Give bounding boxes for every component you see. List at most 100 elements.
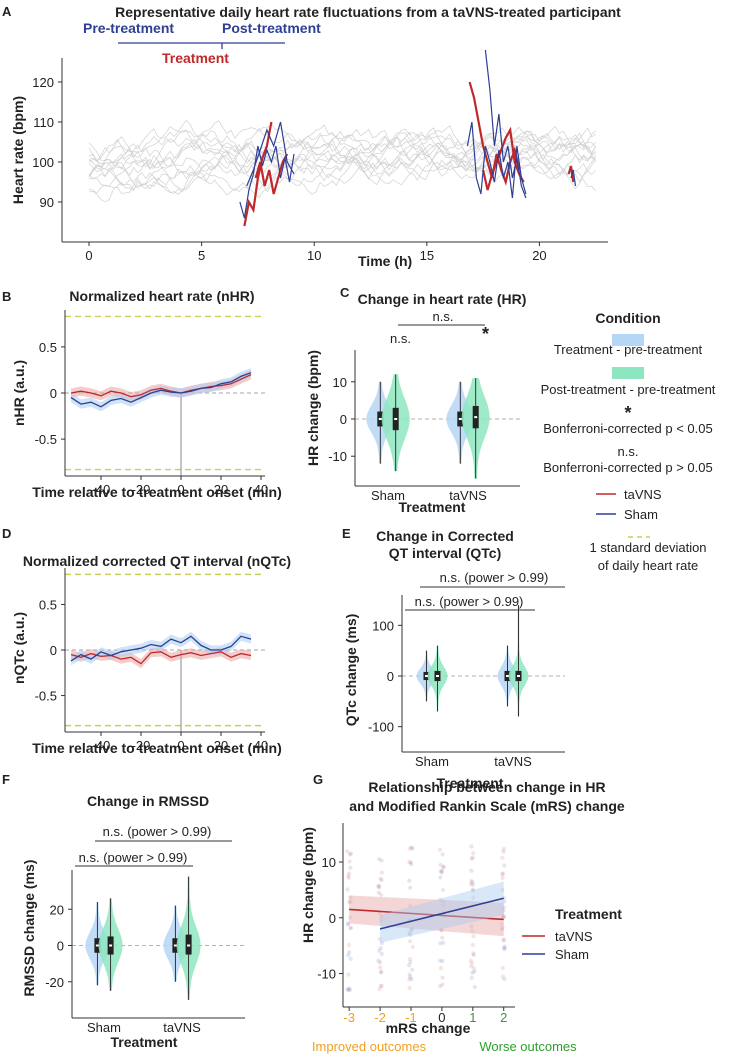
data-point [501, 905, 506, 910]
data-point [407, 846, 412, 851]
data-point [501, 913, 506, 919]
data-point [379, 914, 384, 919]
legend-post-pre: Post-treatment - pre-treatment [541, 382, 716, 397]
series-line [484, 49, 527, 199]
mrs-scatter [345, 844, 507, 993]
y-axis-label-c: HR change (bpm) [305, 350, 321, 466]
data-point [378, 965, 383, 970]
legend-swatch-treat-pre [612, 334, 644, 346]
data-point [379, 918, 384, 923]
x-ticks-c: Sham taVNS [371, 488, 487, 503]
mean-line [70, 651, 252, 665]
background-trace [88, 128, 596, 172]
median-mark [173, 944, 177, 947]
data-point [379, 951, 384, 957]
legend-ns-desc: Bonferroni-corrected p > 0.05 [543, 460, 712, 475]
sig-c-sham: n.s. [390, 331, 411, 346]
data-point [500, 966, 505, 971]
x-tick-label: 1 [469, 1010, 476, 1025]
y-tick-label: 120 [32, 75, 54, 90]
data-point [439, 928, 445, 933]
data-point [377, 885, 382, 890]
nhr-plot [65, 315, 265, 476]
data-point [407, 972, 412, 977]
data-point [377, 936, 382, 942]
data-point [377, 986, 382, 992]
data-point [469, 961, 475, 966]
data-point [471, 951, 476, 956]
y-ticks-g: -10 0 10 [317, 855, 343, 982]
data-point [502, 899, 507, 904]
y-tick-label: 0 [50, 386, 57, 401]
data-point [471, 895, 476, 900]
y-ticks-d: -0.5 0 0.5 [35, 597, 65, 704]
data-point [501, 946, 507, 951]
data-point [469, 975, 474, 980]
data-point [502, 946, 507, 951]
x-tick-label: taVNS [449, 488, 487, 503]
median-mark [378, 418, 382, 420]
pre-treatment-label: Pre-treatment [83, 20, 174, 36]
x-ticks-g: -3 -2 -1 0 1 2 [343, 1007, 507, 1025]
x-tick-label: 0 [177, 482, 184, 497]
data-point [469, 964, 474, 969]
panel-letter-c: C [340, 285, 350, 300]
data-point [379, 983, 384, 989]
qtc-violins [402, 605, 565, 717]
data-point [346, 972, 351, 977]
data-point [378, 969, 384, 974]
error-band [71, 647, 251, 669]
data-point [348, 865, 353, 870]
y-tick-label: 90 [40, 195, 54, 210]
data-point [346, 874, 351, 879]
fit-line [379, 897, 504, 930]
y-tick-label: 0 [329, 911, 336, 926]
panel-a: A Representative daily heart rate fluctu… [2, 4, 621, 269]
y-ticks-a: 90 100 110 120 [32, 75, 62, 210]
y-ticks-c: -10 0 10 [328, 375, 355, 464]
condition-legend: Condition Treatment - pre-treatment Post… [541, 310, 716, 573]
median-mark [517, 675, 520, 677]
median-mark [187, 944, 191, 947]
y-tick-label: 0 [57, 939, 64, 954]
median-mark [95, 944, 99, 947]
data-point [472, 969, 477, 974]
data-point [440, 852, 445, 857]
data-point [379, 877, 384, 883]
data-point [439, 870, 444, 875]
x-tick-label: 20 [214, 738, 228, 753]
y-axis-label-d: nQTc (a.u.) [11, 612, 27, 684]
mean-line [70, 374, 252, 398]
fit-line [349, 908, 504, 921]
sig-c-tavns: * [482, 324, 489, 344]
x-axis-label-a: Time (h) [358, 253, 412, 269]
data-point [376, 884, 381, 889]
data-point [378, 960, 383, 965]
data-point [379, 940, 384, 946]
data-point [437, 958, 443, 963]
legend-g-sham: Sham [555, 947, 589, 962]
data-point [346, 921, 351, 926]
data-point [345, 987, 350, 992]
data-point [438, 868, 443, 874]
data-point [409, 862, 414, 867]
data-point [500, 915, 506, 920]
x-axis-label-e: Treatment [437, 775, 504, 791]
ci-band [349, 895, 504, 937]
ci-band [380, 881, 504, 943]
data-point [348, 925, 353, 931]
y-tick-label: 10 [322, 855, 336, 870]
data-point [471, 952, 476, 957]
data-point [438, 875, 443, 880]
x-tick-label: Sham [87, 1020, 121, 1035]
error-band [71, 369, 251, 402]
series-line [243, 121, 273, 227]
panel-g: G Relationship between change in HR and … [300, 772, 625, 1054]
data-point [502, 863, 507, 868]
background-trace [88, 124, 596, 203]
data-point [441, 899, 446, 904]
x-tick-label: -20 [132, 482, 151, 497]
series-line [246, 121, 295, 187]
panel-letter-f: F [2, 772, 10, 787]
